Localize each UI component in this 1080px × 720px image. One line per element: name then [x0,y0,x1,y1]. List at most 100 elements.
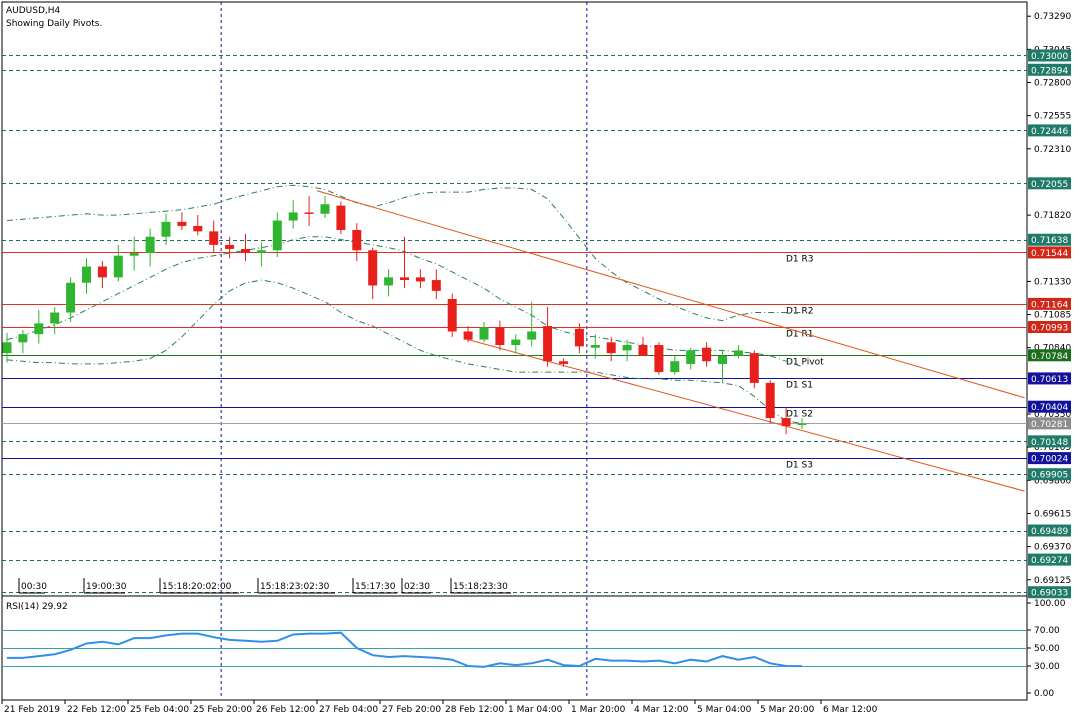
pivot-label: D1 Pivot [786,358,824,368]
candle-body [368,250,378,286]
level-price-tag-bg [1028,524,1071,537]
candle[interactable] [177,212,187,230]
candle[interactable] [415,269,425,289]
candle[interactable] [145,228,155,267]
candle[interactable] [606,336,616,362]
price-tick-label: 0.70350 [1034,410,1071,420]
candle-body [622,345,632,351]
candle[interactable] [797,418,807,429]
candle[interactable] [574,323,584,354]
candle[interactable] [654,342,664,375]
candle-body [797,423,807,425]
candle[interactable] [368,247,378,299]
candle[interactable] [431,269,441,299]
level-price-tag-bg [1028,435,1071,448]
pivot-price-tag-bg [1028,452,1071,465]
level-price-tag-bg [1028,553,1071,566]
candle[interactable] [336,201,346,235]
indicator-note: Showing Daily Pivots. [6,19,102,29]
candle[interactable] [209,220,219,253]
candle-body [161,221,171,237]
level-price-tag-bg [1028,63,1071,76]
candle[interactable] [590,334,600,359]
pivot-price-tag: 0.70784 [1031,352,1068,362]
pivot-label: D1 R2 [786,307,814,317]
candle[interactable] [82,258,91,294]
price-tick-label: 0.71330 [1034,277,1071,287]
candle-body [702,347,712,362]
candle[interactable] [193,215,203,236]
candle[interactable] [765,380,775,424]
trend-channel[interactable] [316,190,1025,492]
candle[interactable] [34,309,44,344]
level-price-tag: 0.70148 [1031,438,1068,448]
candlesticks[interactable] [2,196,807,435]
candle-body [129,252,139,256]
candle[interactable] [702,342,712,367]
candle[interactable] [527,301,537,347]
session-labels: 00:30 19:00:30 15:18:20:02:00 15:18:23:02:3… [18,578,511,594]
rsi-label: RSI(14) 29.92 [6,602,68,612]
candle-body [34,323,44,335]
pivot-label: D1 S3 [786,461,813,471]
candle[interactable] [479,322,489,343]
candle[interactable] [733,345,743,359]
candle-body [256,250,266,253]
candle-body [654,345,664,373]
candle[interactable] [622,339,632,362]
candle[interactable] [718,350,727,383]
candle[interactable] [543,307,553,367]
price-tags: 0.73000 0.72894 0.72446 0.72055 0.71638 0.701… [1028,49,1071,599]
candle[interactable] [272,212,282,258]
price-tick-label: 0.72555 [1034,112,1071,122]
candle[interactable] [400,236,409,289]
candle[interactable] [320,196,330,218]
candle[interactable] [225,236,235,259]
candle[interactable] [670,355,680,375]
rsi-tick-label: 70.00 [1034,626,1060,636]
candle[interactable] [384,269,394,297]
candle[interactable] [638,336,648,356]
pivot-label: D1 S2 [786,410,813,420]
candle-body [781,418,791,427]
candle[interactable] [559,358,568,367]
candle[interactable] [781,407,791,435]
session-label: 19:00:30 [86,582,127,592]
channel-lower-line[interactable] [467,339,1025,492]
pivot-price-tag: 0.70404 [1031,403,1068,413]
candle[interactable] [447,293,457,337]
candle[interactable] [66,277,76,323]
candle-body [606,342,616,354]
candle[interactable] [129,236,139,271]
pivot-label: D1 R1 [786,330,814,340]
candle-body [479,327,489,340]
candle-body [82,266,91,283]
channel-upper-line[interactable] [316,190,1025,399]
level-price-tag: 0.72894 [1031,66,1068,76]
level-price-tag: 0.69033 [1031,589,1068,599]
candle[interactable] [288,200,298,229]
candle[interactable] [256,242,266,267]
candle-body [352,229,362,251]
candle[interactable] [304,196,314,226]
candle[interactable] [511,334,521,354]
candle[interactable] [18,330,28,354]
candle[interactable] [241,234,250,262]
candle[interactable] [463,326,473,343]
candle[interactable] [97,261,107,289]
candle[interactable] [686,347,696,370]
horizontal-levels [2,55,1027,593]
candle-body [749,353,759,383]
candle[interactable] [495,320,505,351]
candle-body [527,331,537,340]
rsi-indicator: 100.00 70.00 50.00 30.00 0.00 [2,599,1066,699]
candle[interactable] [161,213,171,245]
candle[interactable] [749,350,759,389]
candle-body [50,312,60,324]
candle[interactable] [352,223,362,262]
pivot-price-tag: 0.70993 [1031,324,1068,334]
candle[interactable] [113,244,123,282]
candle[interactable] [50,307,60,335]
candle[interactable] [2,332,12,363]
